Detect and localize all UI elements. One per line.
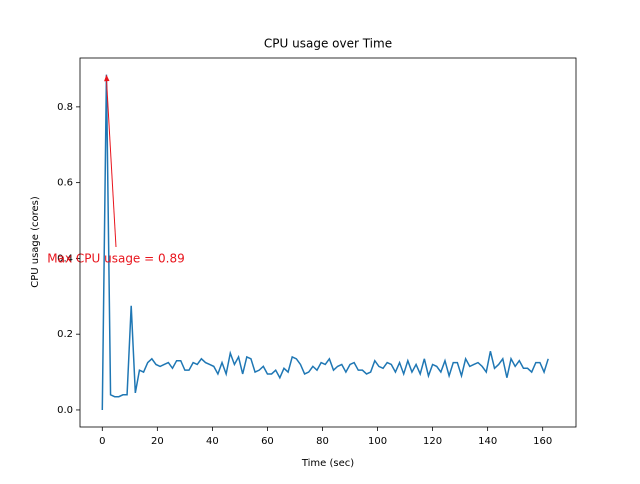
x-tick-label: 120 <box>423 436 442 447</box>
x-tick-label: 140 <box>478 436 497 447</box>
plot-frame <box>79 57 577 428</box>
data-line <box>101 74 549 410</box>
chart-title: CPU usage over Time <box>264 37 392 51</box>
x-axis-label: Time (sec) <box>301 458 354 469</box>
y-axis-label: CPU usage (cores) <box>30 196 41 288</box>
x-tick-label: 60 <box>261 436 274 447</box>
y-tick-label: 0.0 <box>57 405 73 416</box>
y-tick-label: 0.6 <box>57 178 73 189</box>
y-tick-label: 0.8 <box>57 102 73 113</box>
x-tick-label: 40 <box>206 436 219 447</box>
y-tick-label: 0.2 <box>57 329 73 340</box>
annotation-text: Max CPU usage = 0.89 <box>47 252 184 266</box>
x-tick-label: 20 <box>151 436 164 447</box>
x-tick-label: 80 <box>316 436 329 447</box>
x-tick-label: 100 <box>368 436 387 447</box>
y-tick-label: 0.4 <box>57 253 73 264</box>
annotation-arrow <box>105 78 117 248</box>
x-tick-label: 0 <box>99 436 105 447</box>
annotation-arrowhead <box>104 74 110 82</box>
x-tick-label: 160 <box>533 436 552 447</box>
